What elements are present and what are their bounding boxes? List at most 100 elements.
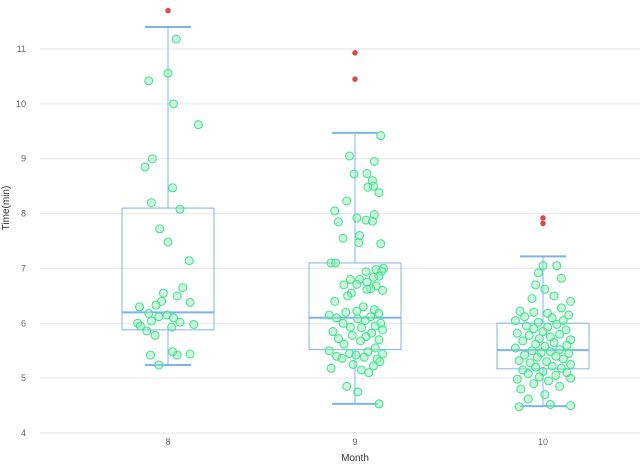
- scatter-point[interactable]: [361, 267, 371, 277]
- scatter-point[interactable]: [359, 352, 369, 362]
- scatter-point[interactable]: [377, 266, 387, 276]
- scatter-point[interactable]: [339, 339, 349, 349]
- scatter-point[interactable]: [512, 374, 522, 384]
- scatter-point[interactable]: [556, 273, 566, 283]
- scatter-point[interactable]: [338, 233, 348, 243]
- scatter-point[interactable]: [324, 346, 334, 356]
- scatter-point[interactable]: [533, 317, 543, 327]
- scatter-point[interactable]: [169, 99, 179, 109]
- scatter-point[interactable]: [140, 162, 150, 172]
- scatter-point[interactable]: [368, 361, 378, 371]
- outlier-point[interactable]: [352, 76, 358, 82]
- scatter-point[interactable]: [362, 284, 372, 294]
- scatter-point[interactable]: [534, 372, 544, 382]
- scatter-point[interactable]: [351, 350, 361, 360]
- scatter-point[interactable]: [352, 213, 362, 223]
- scatter-point[interactable]: [552, 319, 562, 329]
- scatter-point[interactable]: [358, 302, 368, 312]
- scatter-point[interactable]: [362, 169, 372, 179]
- scatter-point[interactable]: [324, 310, 334, 320]
- scatter-point[interactable]: [549, 291, 559, 301]
- scatter-point[interactable]: [347, 330, 357, 340]
- scatter-point[interactable]: [330, 296, 340, 306]
- scatter-point[interactable]: [343, 291, 353, 301]
- scatter-point[interactable]: [360, 316, 370, 326]
- scatter-point[interactable]: [510, 316, 520, 326]
- scatter-point[interactable]: [341, 307, 351, 317]
- scatter-point[interactable]: [520, 312, 530, 322]
- box-8[interactable]: [121, 26, 215, 366]
- outlier-point[interactable]: [352, 50, 358, 56]
- scatter-point[interactable]: [375, 357, 385, 367]
- scatter-point[interactable]: [155, 224, 165, 234]
- scatter-point[interactable]: [552, 261, 562, 271]
- scatter-point[interactable]: [529, 379, 539, 389]
- scatter-point[interactable]: [538, 261, 548, 271]
- scatter-point[interactable]: [332, 313, 342, 323]
- scatter-point[interactable]: [512, 328, 522, 338]
- scatter-point[interactable]: [555, 329, 565, 339]
- scatter-point[interactable]: [549, 337, 559, 347]
- scatter-point[interactable]: [378, 349, 388, 359]
- scatter-point[interactable]: [342, 196, 352, 206]
- scatter-point[interactable]: [529, 307, 539, 317]
- scatter-point[interactable]: [531, 280, 541, 290]
- scatter-point[interactable]: [352, 306, 362, 316]
- scatter-point[interactable]: [374, 188, 384, 198]
- box-9[interactable]: [308, 131, 402, 405]
- scatter-point[interactable]: [566, 401, 576, 411]
- scatter-point[interactable]: [540, 390, 550, 400]
- scatter-point[interactable]: [562, 340, 572, 350]
- scatter-point[interactable]: [184, 256, 194, 266]
- scatter-point[interactable]: [185, 297, 195, 307]
- scatter-point[interactable]: [345, 322, 355, 332]
- scatter-point[interactable]: [354, 238, 364, 248]
- scatter-point[interactable]: [551, 370, 561, 380]
- scatter-point[interactable]: [529, 324, 539, 334]
- scatter-point[interactable]: [523, 394, 533, 404]
- scatter-point[interactable]: [370, 343, 380, 353]
- scatter-point[interactable]: [146, 350, 156, 360]
- scatter-point[interactable]: [564, 310, 574, 320]
- scatter-point[interactable]: [356, 323, 366, 333]
- scatter-point[interactable]: [345, 274, 355, 284]
- scatter-point[interactable]: [338, 318, 348, 328]
- scatter-point[interactable]: [516, 384, 526, 394]
- scatter-point[interactable]: [330, 206, 340, 216]
- scatter-point[interactable]: [333, 217, 343, 227]
- scatter-point[interactable]: [169, 313, 179, 323]
- scatter-point[interactable]: [566, 373, 576, 383]
- scatter-point[interactable]: [150, 330, 160, 340]
- scatter-point[interactable]: [538, 327, 548, 337]
- scatter-point[interactable]: [566, 296, 576, 306]
- scatter-point[interactable]: [368, 272, 378, 282]
- scatter-point[interactable]: [163, 68, 173, 78]
- scatter-point[interactable]: [364, 368, 374, 378]
- scatter-point[interactable]: [527, 346, 537, 356]
- scatter-point[interactable]: [167, 322, 177, 332]
- scatter-point[interactable]: [523, 369, 533, 379]
- scatter-point[interactable]: [510, 343, 520, 353]
- outlier-point[interactable]: [165, 7, 171, 14]
- scatter-point[interactable]: [158, 288, 168, 298]
- scatter-point[interactable]: [555, 381, 565, 391]
- scatter-point[interactable]: [566, 359, 576, 369]
- scatter-point[interactable]: [326, 258, 336, 268]
- scatter-point[interactable]: [521, 321, 531, 331]
- scatter-point[interactable]: [547, 361, 557, 371]
- scatter-point[interactable]: [175, 317, 185, 327]
- scatter-point[interactable]: [326, 363, 336, 373]
- scatter-point[interactable]: [527, 294, 537, 304]
- scatter-point[interactable]: [378, 325, 388, 335]
- scatter-point[interactable]: [333, 334, 343, 344]
- scatter-point[interactable]: [172, 291, 182, 301]
- scatter-point[interactable]: [356, 336, 366, 346]
- scatter-point[interactable]: [378, 285, 388, 295]
- scatter-point[interactable]: [369, 156, 379, 166]
- scatter-point[interactable]: [348, 359, 358, 369]
- scatter-point[interactable]: [185, 349, 195, 359]
- scatter-point[interactable]: [163, 237, 173, 247]
- scatter-point[interactable]: [558, 354, 568, 364]
- scatter-point[interactable]: [172, 350, 182, 360]
- scatter-point[interactable]: [374, 335, 384, 345]
